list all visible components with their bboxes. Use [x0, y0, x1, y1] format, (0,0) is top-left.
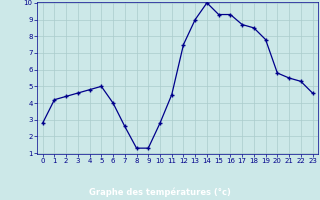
Text: Graphe des températures (°c): Graphe des températures (°c) [89, 187, 231, 197]
